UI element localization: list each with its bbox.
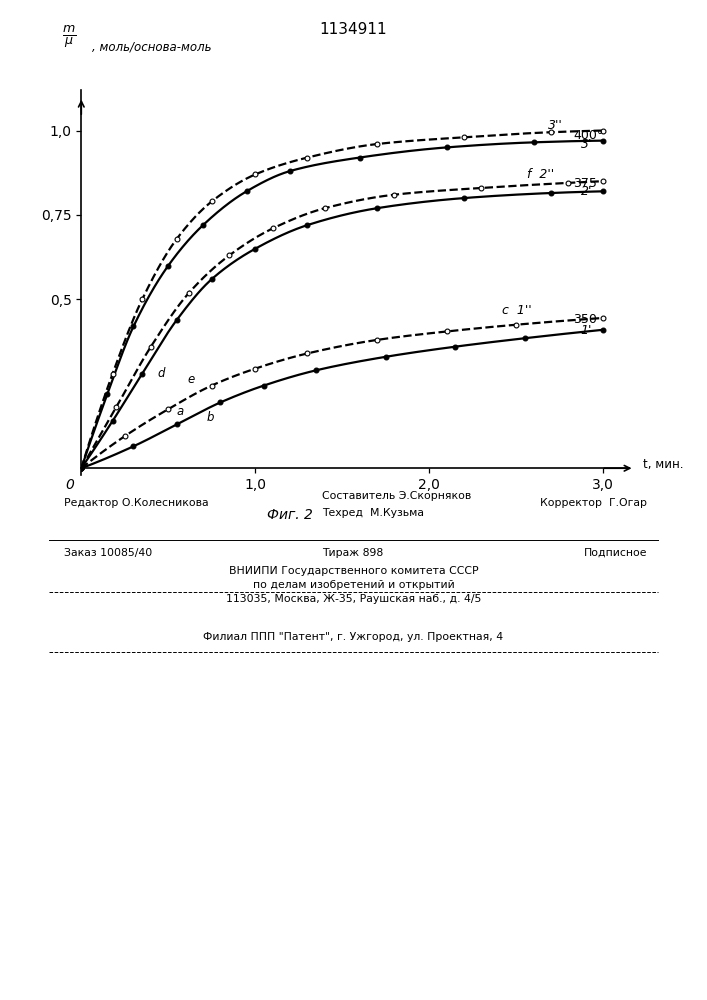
Text: d: d [158,367,165,380]
Text: Техред  М.Кузьма: Техред М.Кузьма [322,508,423,518]
Text: c  1'': c 1'' [502,304,532,317]
Text: a: a [177,405,185,418]
Text: , моль/основа-моль: , моль/основа-моль [92,40,212,53]
Text: по делам изобретений и открытий: по делам изобретений и открытий [252,580,455,590]
Text: 113035, Москва, Ж-35, Раушская наб., д. 4/5: 113035, Москва, Ж-35, Раушская наб., д. … [226,594,481,604]
Text: t, мин.: t, мин. [643,458,684,471]
Text: 400°: 400° [573,129,604,142]
Text: Корректор  Г.Огар: Корректор Г.Огар [540,498,647,508]
Text: Филиал ППП "Патент", г. Ужгород, ул. Проектная, 4: Филиал ППП "Патент", г. Ужгород, ул. Про… [204,632,503,642]
Text: Тираж 898: Тираж 898 [322,548,383,558]
Text: 3'': 3'' [547,119,562,132]
Text: b: b [206,411,214,424]
Text: Редактор О.Колесникова: Редактор О.Колесникова [64,498,209,508]
Text: Фиг. 2: Фиг. 2 [267,508,312,522]
Text: $\frac{m}{\mu}$: $\frac{m}{\mu}$ [62,23,76,50]
Text: ВНИИПИ Государственного комитета СССР: ВНИИПИ Государственного комитета СССР [228,566,479,576]
Text: e: e [187,373,194,386]
Text: 375: 375 [573,177,597,190]
Text: Составитель Э.Скорняков: Составитель Э.Скорняков [322,491,471,501]
Text: 1': 1' [580,324,592,337]
Text: 3': 3' [580,138,592,151]
Text: 0: 0 [65,478,74,492]
Text: 350: 350 [573,313,597,326]
Text: f  2'': f 2'' [527,168,554,181]
Text: Заказ 10085/40: Заказ 10085/40 [64,548,152,558]
Text: 2': 2' [580,185,592,198]
Text: 1134911: 1134911 [320,22,387,37]
Text: Подписное: Подписное [583,548,647,558]
